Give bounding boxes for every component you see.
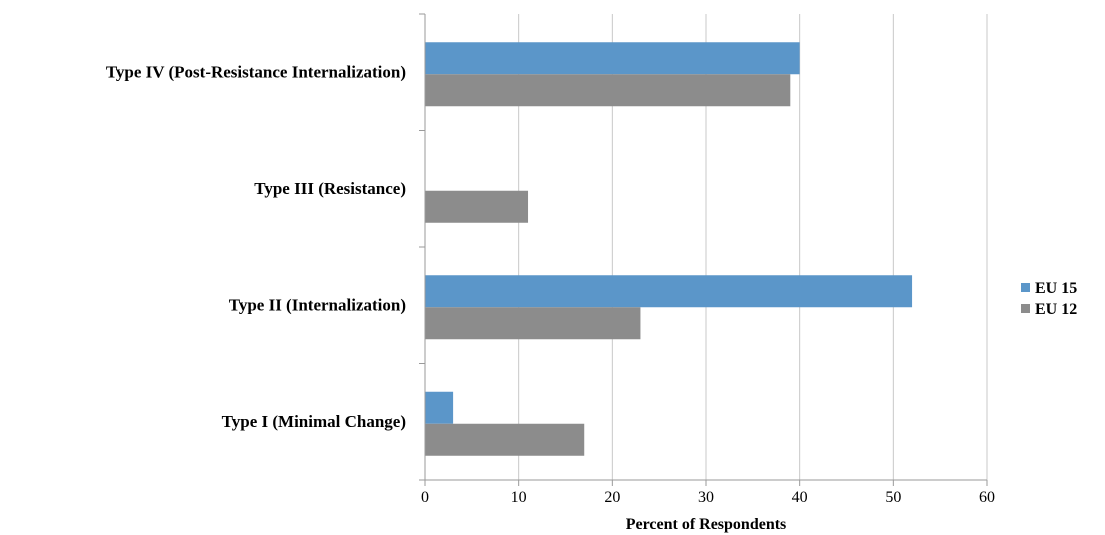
x-tick-label: 10: [511, 489, 527, 506]
x-axis-title: Percent of Respondents: [626, 516, 787, 533]
legend-swatch: [1021, 283, 1030, 292]
bars: [425, 42, 913, 456]
x-tick-label: 40: [792, 489, 808, 506]
bar-eu-12: [425, 190, 529, 223]
x-tick-label: 50: [885, 489, 901, 506]
legend-label: EU 12: [1035, 301, 1077, 318]
axes: [419, 13, 988, 486]
bar-eu-12: [425, 74, 791, 107]
legend-swatch: [1021, 304, 1030, 313]
x-tick-label: 30: [698, 489, 714, 506]
bar-eu-15: [425, 42, 800, 75]
bar-eu-12: [425, 423, 585, 456]
x-tick-label: 60: [979, 489, 995, 506]
category-label: Type III (Resistance): [254, 179, 406, 198]
x-tick-label: 20: [604, 489, 620, 506]
bar-eu-15: [425, 275, 913, 308]
bar-eu-12: [425, 307, 641, 340]
category-label: Type II (Internalization): [229, 295, 406, 314]
x-tick-label: 0: [421, 489, 429, 506]
legend: EU 15 EU 12: [1021, 280, 1077, 318]
category-label: Type IV (Post-Resistance Internalization…: [106, 62, 406, 81]
category-label: Type I (Minimal Change): [222, 412, 406, 431]
labels: 0 10 20 30 40 50 60 Type IV (Post-Resistance In…: [106, 62, 995, 533]
legend-label: EU 15: [1035, 280, 1077, 297]
bar-eu-15: [425, 391, 454, 424]
